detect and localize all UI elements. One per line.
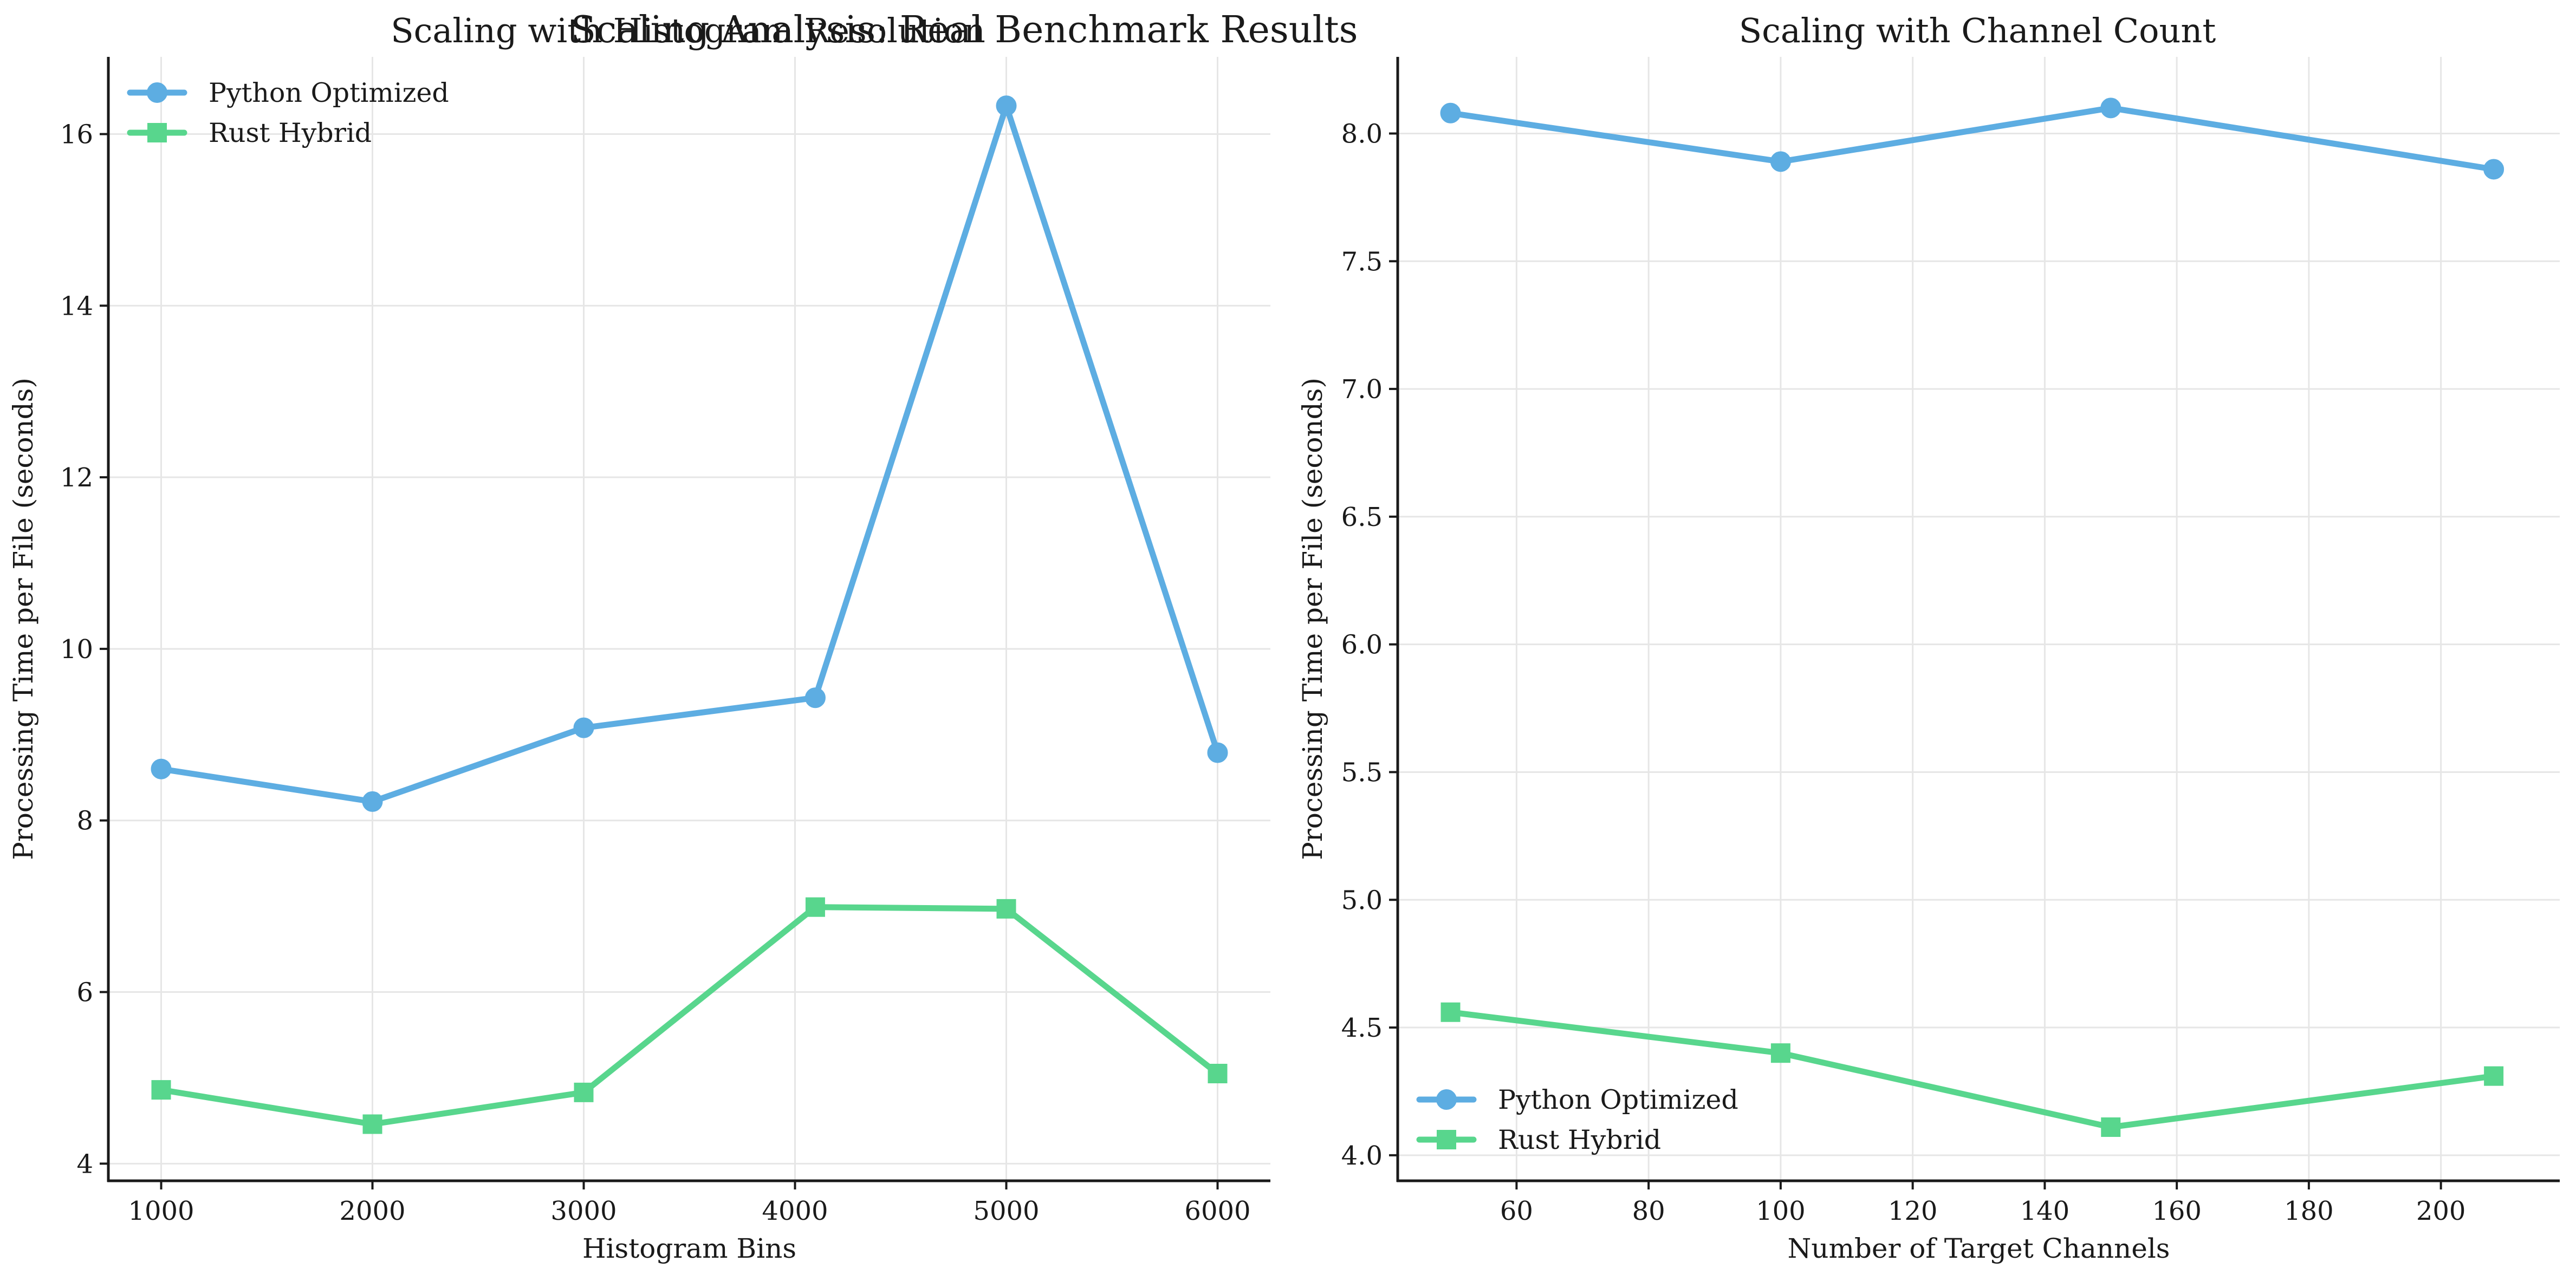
legend-marker — [1437, 1130, 1456, 1149]
data-point — [2100, 97, 2121, 119]
data-point — [151, 1080, 171, 1100]
legend-label: Python Optimized — [209, 77, 449, 108]
legend: Python Optimized Rust Hybrid — [127, 77, 449, 148]
data-point — [151, 758, 172, 779]
series-layer — [1440, 97, 2504, 1137]
y-tick-label: 7.5 — [1341, 246, 1383, 277]
y-tick-label: 7.0 — [1341, 374, 1383, 405]
data-point — [1770, 151, 1791, 172]
data-point — [2101, 1117, 2121, 1137]
axes: 60 80 100 120 140 160 180 200 4.0 4.5 5.0 5.5 6.0 6.5… — [1341, 57, 2560, 1226]
series-line-rust — [1448, 1009, 2497, 1130]
y-tick-label: 6 — [76, 978, 93, 1008]
x-tick-label: 1000 — [128, 1196, 194, 1226]
data-point — [574, 1082, 594, 1102]
x-axis-label: Number of Target Channels — [1788, 1233, 2170, 1264]
data-point — [996, 899, 1016, 919]
data-point — [362, 1114, 382, 1134]
legend-label: Python Optimized — [1498, 1084, 1738, 1115]
data-point — [996, 95, 1017, 116]
gridlines — [1398, 57, 2560, 1181]
legend-marker — [147, 82, 167, 103]
chart-channel-count: Scaling with Channel Count 60 80 100 120 140… — [1297, 11, 2560, 1264]
gridlines — [108, 57, 1270, 1181]
y-tick-label: 5.0 — [1341, 885, 1383, 915]
x-tick-label: 2000 — [339, 1196, 405, 1226]
legend-label: Rust Hybrid — [1498, 1124, 1661, 1155]
data-point — [1207, 742, 1228, 763]
data-point — [2483, 159, 2504, 180]
x-tick-label: 100 — [1756, 1196, 1806, 1226]
series-line-rust — [158, 904, 1221, 1127]
data-point — [1441, 1002, 1461, 1022]
y-tick-label: 4 — [76, 1149, 93, 1179]
x-tick-label: 120 — [1888, 1196, 1938, 1226]
data-point — [2484, 1066, 2504, 1086]
y-tick-label: 8.0 — [1341, 119, 1383, 149]
y-tick-label: 12 — [60, 463, 93, 493]
data-point — [805, 897, 825, 917]
legend-label: Rust Hybrid — [209, 118, 372, 148]
chart-title: Scaling with Histogram Resolution — [391, 11, 985, 50]
series-layer — [151, 95, 1228, 1134]
x-tick-label: 200 — [2416, 1196, 2466, 1226]
data-point — [362, 791, 383, 812]
legend-marker — [147, 123, 167, 142]
y-tick-label: 14 — [60, 291, 93, 321]
y-tick-label: 4.0 — [1341, 1141, 1383, 1171]
y-tick-label: 6.0 — [1341, 630, 1383, 660]
data-point — [1440, 102, 1461, 123]
y-tick-label: 5.5 — [1341, 757, 1383, 788]
figure-suptitle: Scaling Analysis: Real Benchmark Results — [570, 9, 1358, 51]
series-line-python — [158, 102, 1221, 805]
data-point — [573, 717, 594, 738]
x-tick-label: 4000 — [762, 1196, 828, 1226]
x-axis-label: Histogram Bins — [582, 1233, 796, 1264]
data-point — [1770, 1043, 1790, 1063]
chart-histogram-resolution: Scaling with Histogram Resolution 1000 20… — [8, 11, 1270, 1264]
legend-marker — [1436, 1089, 1457, 1110]
y-tick-label: 16 — [60, 120, 93, 150]
x-tick-label: 6000 — [1184, 1196, 1250, 1226]
y-axis-label: Processing Time per File (seconds) — [1297, 378, 1328, 860]
x-tick-label: 5000 — [973, 1196, 1039, 1226]
y-tick-label: 6.5 — [1341, 502, 1383, 532]
series-line-python — [1448, 105, 2497, 172]
legend: Python Optimized Rust Hybrid — [1416, 1084, 1738, 1155]
y-tick-label: 4.5 — [1341, 1013, 1383, 1043]
axes: 1000 2000 3000 4000 5000 6000 4 6 8 10 12 14 16 — [60, 57, 1270, 1226]
x-tick-label: 80 — [1632, 1196, 1665, 1226]
data-point — [1208, 1064, 1228, 1084]
x-tick-label: 160 — [2152, 1196, 2202, 1226]
x-tick-label: 60 — [1500, 1196, 1533, 1226]
y-tick-label: 8 — [76, 806, 93, 836]
x-tick-label: 180 — [2284, 1196, 2334, 1226]
y-tick-label: 10 — [60, 634, 93, 665]
x-tick-label: 140 — [2020, 1196, 2070, 1226]
chart-title: Scaling with Channel Count — [1739, 11, 2216, 50]
x-tick-label: 3000 — [550, 1196, 617, 1226]
data-point — [804, 687, 826, 708]
y-axis-label: Processing Time per File (seconds) — [8, 378, 39, 860]
